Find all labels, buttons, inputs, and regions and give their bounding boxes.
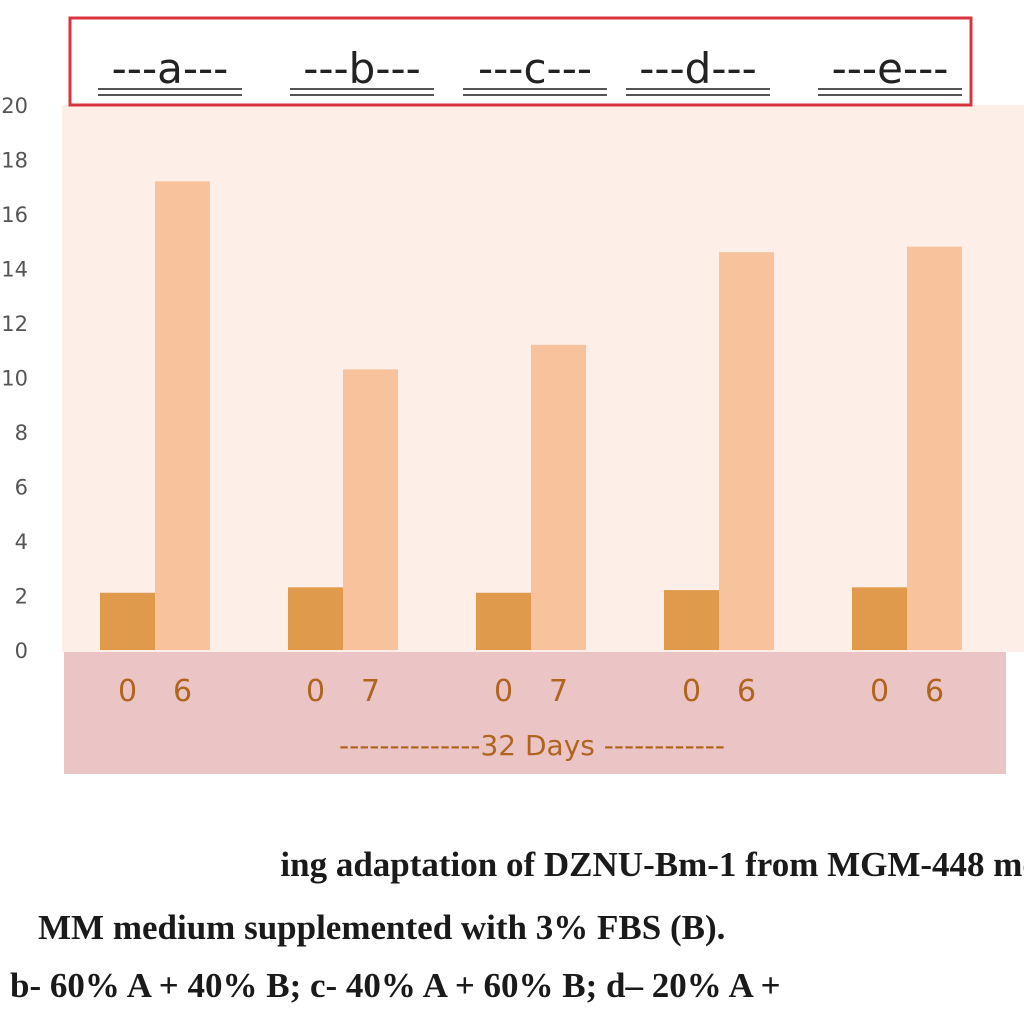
group-label: ---e--- <box>832 44 949 93</box>
y-tick-label: 16 <box>1 203 28 227</box>
x-tick-label: 6 <box>737 674 756 709</box>
group-labels: ---a--- ---b--- ---c--- ---d--- ---e--- <box>98 44 962 96</box>
group-label: ---d--- <box>639 44 757 93</box>
x-tick-label: 0 <box>306 674 325 709</box>
group-label-box <box>68 16 973 107</box>
y-tick-label: 2 <box>15 585 28 609</box>
x-tick-label: 6 <box>173 674 192 709</box>
y-tick-label: 14 <box>1 258 28 282</box>
bar-d-1 <box>719 252 774 650</box>
x-tick-label: 7 <box>549 674 568 709</box>
bar-a-1 <box>155 181 210 651</box>
y-tick-label: 8 <box>15 421 28 445</box>
x-tick-label: 0 <box>870 674 889 709</box>
bar-a-0 <box>100 592 155 650</box>
bar-c-0 <box>476 592 531 650</box>
caption-line-3: b- 60% A + 40% B; c- 40% A + 60% B; d– 2… <box>10 966 781 1005</box>
x-tick-label: 6 <box>925 674 944 709</box>
y-axis: 0 2 4 6 8 10 12 14 16 18 20 <box>1 94 28 663</box>
group-label: ---a--- <box>112 44 229 93</box>
x-tick-label: 0 <box>494 674 513 709</box>
bars <box>100 181 962 651</box>
caption-line-2: MM medium supplemented with 3% FBS (B). <box>38 908 726 947</box>
group-label: ---c--- <box>478 44 592 93</box>
y-tick-label: 0 <box>15 639 28 663</box>
y-tick-label: 4 <box>15 530 28 554</box>
x-axis-band <box>64 652 1006 774</box>
bar-b-1 <box>343 369 398 650</box>
y-tick-label: 12 <box>1 312 28 336</box>
x-tick-label: 7 <box>361 674 380 709</box>
group-label: ---b--- <box>303 44 421 93</box>
bar-b-0 <box>288 587 343 650</box>
y-tick-label: 10 <box>1 367 28 391</box>
bar-e-0 <box>852 587 907 650</box>
y-tick-label: 6 <box>15 476 28 500</box>
bar-d-0 <box>664 590 719 650</box>
y-tick-label: 20 <box>1 94 28 118</box>
bar-c-1 <box>531 344 586 650</box>
x-tick-label: 0 <box>682 674 701 709</box>
caption-line-1: ing adaptation of DZNU-Bm-1 from MGM-448… <box>280 845 1024 884</box>
y-tick-label: 18 <box>1 149 28 173</box>
x-tick-label: 0 <box>118 674 137 709</box>
x-tick-labels: 0 6 0 7 0 7 0 6 0 6 <box>118 674 944 709</box>
x-axis-label: --------------32 Days ------------ <box>339 729 725 762</box>
bar-e-1 <box>907 246 962 650</box>
